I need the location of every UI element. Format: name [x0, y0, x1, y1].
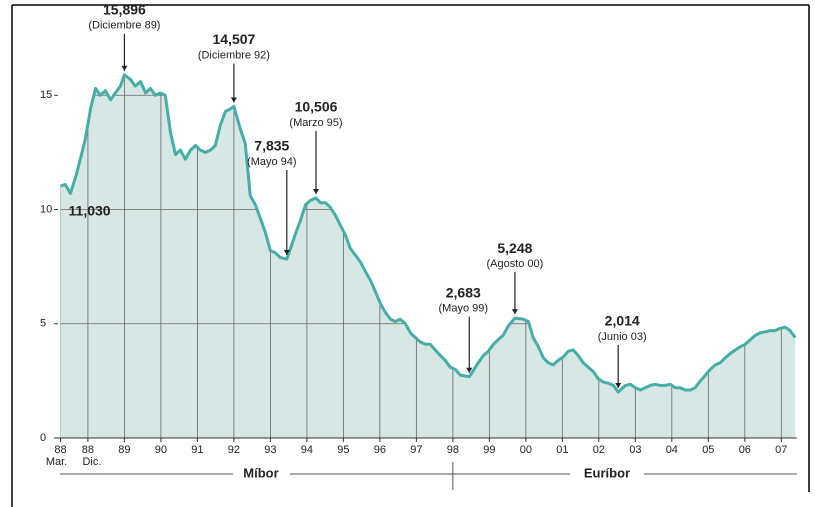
x-tick-label: 93 — [264, 444, 276, 456]
y-tick-label: 10 — [40, 203, 52, 215]
x-tick-label: 92 — [228, 444, 240, 456]
y-tick-label: 15 — [40, 89, 52, 101]
x-tick-label: 88 — [82, 444, 94, 456]
x-tick-label: 98 — [447, 444, 459, 456]
x-tick-label: 03 — [629, 444, 641, 456]
annotation-label: 10,506 — [295, 99, 338, 115]
x-tick-label: 07 — [775, 444, 787, 456]
x-tick-label: 91 — [191, 444, 203, 456]
y-tick-label: 5 — [40, 318, 46, 330]
x-tick-label: 04 — [666, 444, 678, 456]
line — [60, 73, 797, 394]
x-tick-label: 89 — [118, 444, 130, 456]
annotation-arrowhead — [511, 309, 518, 315]
x-tick-label: 88 — [54, 444, 66, 456]
x-tick-label: 94 — [301, 444, 313, 456]
segment-label: Míbor — [243, 465, 278, 480]
annotation-note: (Marzo 95) — [289, 117, 342, 129]
x-tick-note: Dic. — [82, 456, 101, 468]
annotation-label: 15,896 — [103, 2, 146, 18]
annotation-note: (Diciembre 92) — [198, 49, 270, 61]
annotation-note: (Junio 03) — [598, 331, 647, 343]
y-tick-label: 0 — [40, 432, 46, 444]
annotation-note: (Diciembre 89) — [88, 20, 160, 32]
annotation-arrowhead — [466, 367, 473, 373]
x-tick-label: 01 — [556, 444, 568, 456]
x-tick-label: 02 — [593, 444, 605, 456]
x-tick-label: 99 — [483, 444, 495, 456]
x-tick-label: 96 — [374, 444, 386, 456]
annotation-arrowhead — [121, 65, 128, 71]
annotation-note: (Mayo 94) — [247, 156, 297, 168]
annotation-label: 7,835 — [254, 138, 289, 154]
annotation-arrowhead — [230, 97, 237, 103]
x-tick-label: 95 — [337, 444, 349, 456]
annotation-label: 2,014 — [605, 313, 640, 329]
annotation-arrowhead — [283, 249, 290, 255]
annotation-note: (Mayo 99) — [439, 303, 489, 315]
area — [60, 74, 796, 439]
x-tick-label: 97 — [410, 444, 422, 456]
annotation-label: 14,507 — [212, 31, 255, 47]
x-tick-label: 90 — [155, 444, 167, 456]
x-tick-label: 00 — [520, 444, 532, 456]
x-tick-label: 06 — [739, 444, 751, 456]
annotation-note: (Agosto 00) — [486, 258, 543, 270]
annotation-arrowhead — [615, 382, 622, 388]
x-tick-label: 05 — [702, 444, 714, 456]
x-tick-note: Mar. — [46, 456, 67, 468]
annotation-label: 2,683 — [446, 284, 481, 300]
annotation-arrowhead — [313, 188, 320, 194]
annotation-label: 5,248 — [497, 240, 532, 256]
segment-label: Euríbor — [584, 465, 630, 480]
annotation-label: 11,030 — [69, 203, 111, 219]
